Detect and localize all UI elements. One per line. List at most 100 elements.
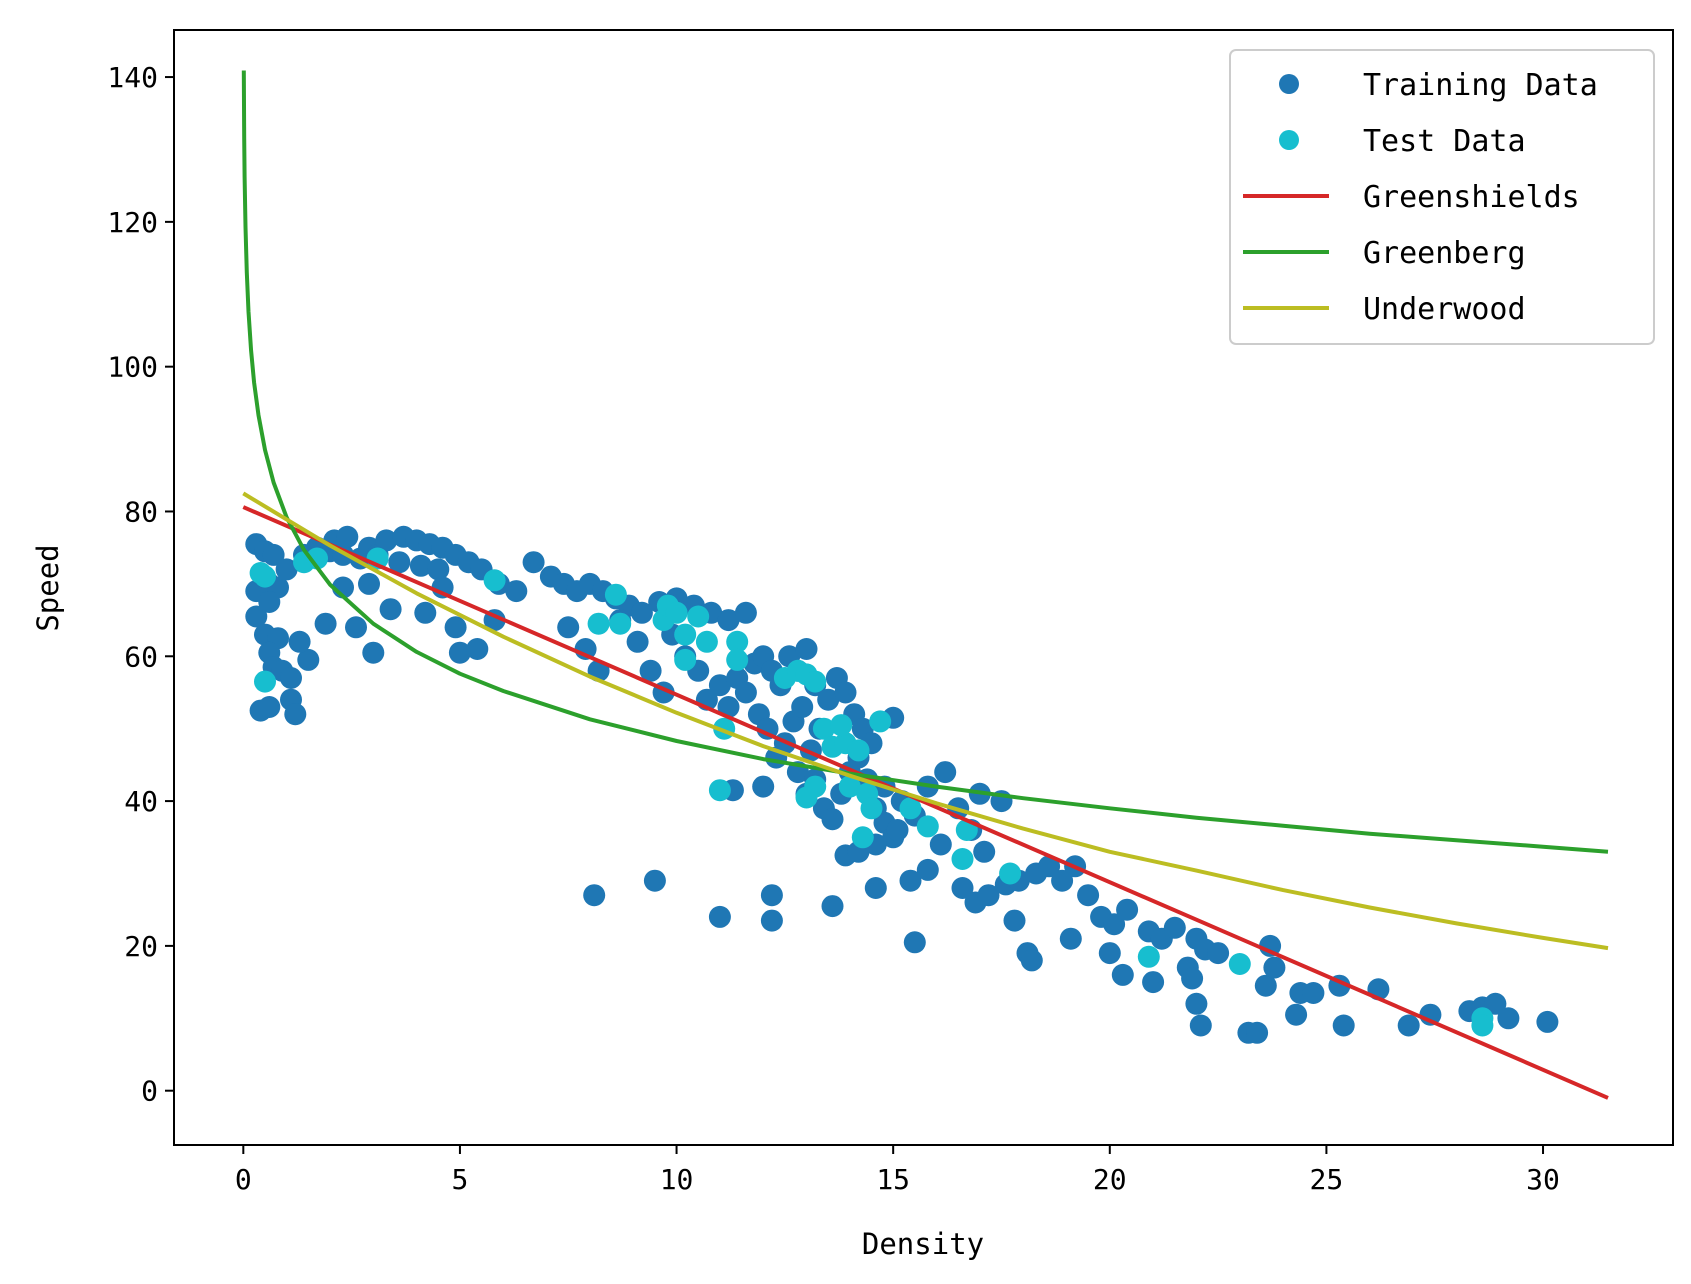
y-axis-label: Speed xyxy=(31,544,65,631)
x-axis: 0 5 10 15 20 25 30 xyxy=(235,1145,1560,1196)
training-point-82 xyxy=(717,696,740,718)
legend-training-marker xyxy=(1279,74,1299,94)
test-point-2 xyxy=(254,670,276,693)
training-point-165 xyxy=(1185,992,1208,1015)
legend-box xyxy=(1229,49,1655,345)
test-point-1 xyxy=(254,565,276,588)
training-point-137 xyxy=(951,877,974,899)
training-point-158 xyxy=(1163,916,1186,939)
legend-training-label: Training Data xyxy=(1363,68,1598,103)
training-point-166 xyxy=(1189,1014,1212,1037)
test-point-35 xyxy=(851,826,874,849)
test-point-6 xyxy=(483,569,506,592)
training-point-37 xyxy=(427,558,450,581)
training-point-135 xyxy=(916,858,939,881)
x-tick-label-30: 30 xyxy=(1526,1163,1560,1196)
training-point-103 xyxy=(834,681,857,704)
training-point-148 xyxy=(1103,913,1126,936)
training-point-139 xyxy=(977,884,1000,907)
training-point-150 xyxy=(1003,909,1026,932)
test-point-42 xyxy=(1137,945,1160,968)
training-point-6 xyxy=(245,605,268,628)
training-point-61 xyxy=(379,598,402,621)
test-point-8 xyxy=(604,583,627,606)
training-point-62 xyxy=(414,601,437,624)
test-point-13 xyxy=(674,623,697,646)
training-point-28 xyxy=(336,525,359,548)
training-point-122 xyxy=(886,819,909,841)
training-point-35 xyxy=(388,551,411,574)
legend-test-marker xyxy=(1279,130,1299,150)
test-point-4 xyxy=(306,547,328,570)
y-tick-label-80: 80 xyxy=(124,495,158,528)
legend-greenberg-label: Greenberg xyxy=(1363,236,1526,271)
training-point-176 xyxy=(1332,1014,1355,1037)
training-point-74 xyxy=(626,630,649,653)
training-point-36 xyxy=(409,554,432,577)
training-point-189 xyxy=(760,909,783,932)
training-point-30 xyxy=(375,529,398,552)
test-point-31 xyxy=(838,775,861,798)
training-point-68 xyxy=(358,572,380,595)
training-point-169 xyxy=(1254,974,1277,997)
training-point-65 xyxy=(466,638,489,660)
y-tick-label-20: 20 xyxy=(124,930,158,963)
training-point-187 xyxy=(708,905,731,928)
training-point-174 xyxy=(1302,982,1325,1004)
x-axis-label: Density xyxy=(862,1227,984,1261)
y-tick-label-100: 100 xyxy=(107,351,158,384)
training-point-144 xyxy=(1051,869,1074,892)
training-point-14 xyxy=(258,696,281,718)
training-point-20 xyxy=(275,558,298,581)
training-point-64 xyxy=(448,641,471,664)
training-point-51 xyxy=(630,601,653,624)
training-point-192 xyxy=(903,931,926,954)
y-tick-label-40: 40 xyxy=(124,785,158,818)
test-point-24 xyxy=(804,670,827,693)
test-point-37 xyxy=(899,797,922,820)
training-point-94 xyxy=(756,717,779,740)
training-point-190 xyxy=(821,895,844,918)
training-point-2 xyxy=(262,543,285,566)
test-point-34 xyxy=(860,797,883,820)
training-point-182 xyxy=(1484,992,1507,1015)
test-point-12 xyxy=(665,601,688,624)
training-point-191 xyxy=(864,877,887,899)
training-point-194 xyxy=(752,775,775,798)
training-point-172 xyxy=(1285,1003,1308,1026)
training-point-146 xyxy=(1077,884,1100,907)
x-tick-label-20: 20 xyxy=(1093,1163,1127,1196)
training-point-178 xyxy=(1397,1014,1420,1037)
legend-test-label: Test Data xyxy=(1363,124,1526,159)
training-point-57 xyxy=(734,601,757,624)
training-point-81 xyxy=(708,674,731,697)
test-point-41 xyxy=(999,862,1022,885)
x-tick-label-15: 15 xyxy=(876,1163,910,1196)
training-point-183 xyxy=(1497,1007,1520,1030)
training-point-111 xyxy=(821,808,844,831)
training-point-63 xyxy=(444,616,467,639)
underwood-line xyxy=(242,491,1609,951)
y-axis: 0 20 40 60 80 100 120 140 xyxy=(107,61,174,1108)
training-point-164 xyxy=(1142,971,1165,994)
test-point-26 xyxy=(804,775,827,798)
x-tick-label-25: 25 xyxy=(1310,1163,1344,1196)
training-point-84 xyxy=(734,681,757,704)
test-point-38 xyxy=(916,815,939,838)
training-point-17 xyxy=(280,667,302,689)
training-point-56 xyxy=(717,609,740,632)
test-point-30 xyxy=(830,714,853,737)
y-tick-label-120: 120 xyxy=(107,206,158,239)
training-point-58 xyxy=(314,612,337,635)
legend-greenshields-label: Greenshields xyxy=(1363,180,1580,215)
training-point-186 xyxy=(643,869,666,892)
training-point-60 xyxy=(362,641,385,664)
training-point-188 xyxy=(760,884,783,907)
greenshields-line xyxy=(242,505,1609,1100)
training-point-128 xyxy=(934,761,957,784)
legend: Training Data Test Data Greenshields Gre… xyxy=(1229,49,1655,345)
test-point-39 xyxy=(951,848,974,870)
training-point-19 xyxy=(288,630,311,653)
test-point-9 xyxy=(609,612,632,635)
